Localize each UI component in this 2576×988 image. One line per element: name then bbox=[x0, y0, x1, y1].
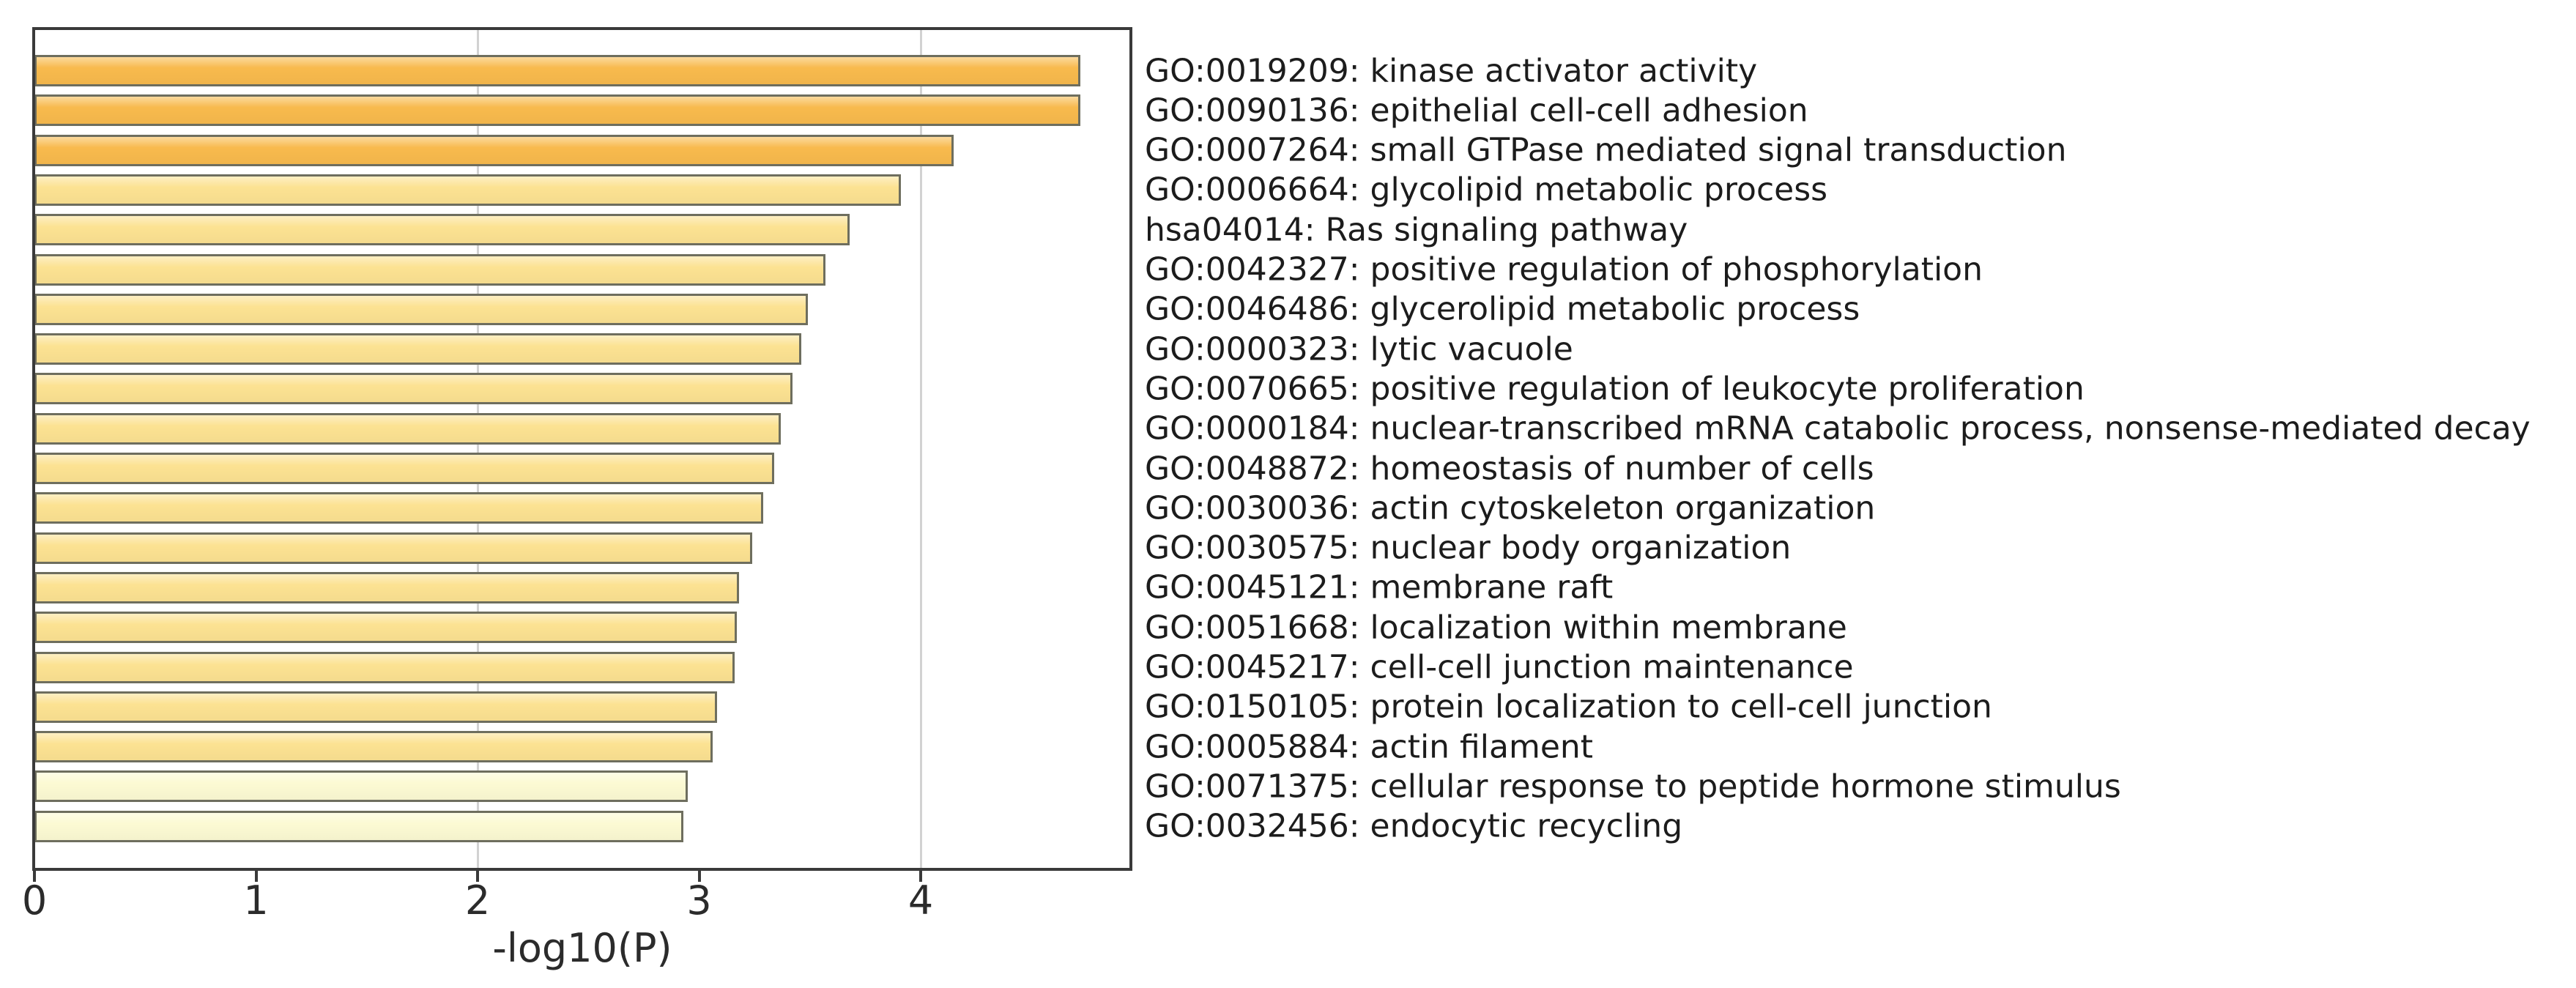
bar-16 bbox=[34, 691, 717, 723]
bar-17 bbox=[34, 731, 713, 763]
bar-1 bbox=[34, 94, 1080, 127]
bar-13 bbox=[34, 571, 739, 603]
x-axis-label: -log10(P) bbox=[492, 925, 672, 971]
x-tick-label-1: 1 bbox=[243, 877, 269, 924]
bar-3 bbox=[34, 174, 901, 206]
bar-15 bbox=[34, 651, 735, 683]
bar-19 bbox=[34, 810, 684, 842]
x-tick-3 bbox=[697, 869, 701, 882]
plot-area bbox=[32, 27, 1132, 871]
x-tick-label-2: 2 bbox=[464, 877, 491, 924]
bar-14 bbox=[34, 612, 737, 644]
bar-10 bbox=[34, 453, 775, 484]
category-label-2: GO:0007264: small GTPase mediated signal… bbox=[1145, 131, 2067, 169]
category-label-9: GO:0000184: nuclear-transcribed mRNA cat… bbox=[1145, 409, 2531, 447]
category-label-7: GO:0000323: lytic vacuole bbox=[1145, 330, 1573, 368]
category-label-11: GO:0030036: actin cytoskeleton organizat… bbox=[1145, 489, 1876, 527]
x-tick-1 bbox=[254, 869, 258, 882]
bar-11 bbox=[34, 492, 764, 524]
category-label-5: GO:0042327: positive regulation of phosp… bbox=[1145, 250, 1983, 289]
category-label-19: GO:0032456: endocytic recycling bbox=[1145, 807, 1683, 845]
x-tick-0 bbox=[33, 869, 36, 882]
category-label-16: GO:0150105: protein localization to cell… bbox=[1145, 688, 1992, 726]
bar-0 bbox=[34, 55, 1080, 86]
category-label-3: GO:0006664: glycolipid metabolic process bbox=[1145, 171, 1828, 209]
bar-7 bbox=[34, 333, 801, 365]
category-label-10: GO:0048872: homeostasis of number of cel… bbox=[1145, 450, 1874, 487]
x-tick-4 bbox=[919, 869, 922, 882]
bar-5 bbox=[34, 253, 825, 286]
category-label-14: GO:0051668: localization within membrane bbox=[1145, 609, 1847, 647]
bar-18 bbox=[34, 770, 688, 803]
x-tick-label-0: 0 bbox=[21, 877, 48, 924]
category-label-17: GO:0005884: actin filament bbox=[1145, 728, 1594, 766]
category-label-8: GO:0070665: positive regulation of leuko… bbox=[1145, 370, 2085, 408]
x-tick-2 bbox=[476, 869, 479, 882]
category-label-1: GO:0090136: epithelial cell-cell adhesio… bbox=[1145, 92, 1808, 130]
x-tick-label-3: 3 bbox=[686, 877, 712, 924]
category-label-13: GO:0045121: membrane raft bbox=[1145, 568, 1614, 606]
bar-4 bbox=[34, 214, 850, 246]
category-label-4: hsa04014: Ras signaling pathway bbox=[1145, 211, 1688, 249]
bar-8 bbox=[34, 373, 793, 405]
category-label-18: GO:0071375: cellular response to peptide… bbox=[1145, 768, 2121, 806]
x-tick-label-4: 4 bbox=[907, 877, 934, 924]
bar-2 bbox=[34, 134, 954, 166]
category-label-6: GO:0046486: glycerolipid metabolic proce… bbox=[1145, 290, 1860, 328]
gridline-x-2 bbox=[476, 29, 479, 869]
gridline-x-4 bbox=[919, 29, 922, 869]
category-label-0: GO:0019209: kinase activator activity bbox=[1145, 52, 1758, 89]
bar-12 bbox=[34, 532, 753, 564]
category-label-12: GO:0030575: nuclear body organization bbox=[1145, 529, 1792, 567]
bar-9 bbox=[34, 412, 782, 445]
category-label-15: GO:0045217: cell-cell junction maintenan… bbox=[1145, 648, 1854, 686]
bar-6 bbox=[34, 293, 808, 325]
